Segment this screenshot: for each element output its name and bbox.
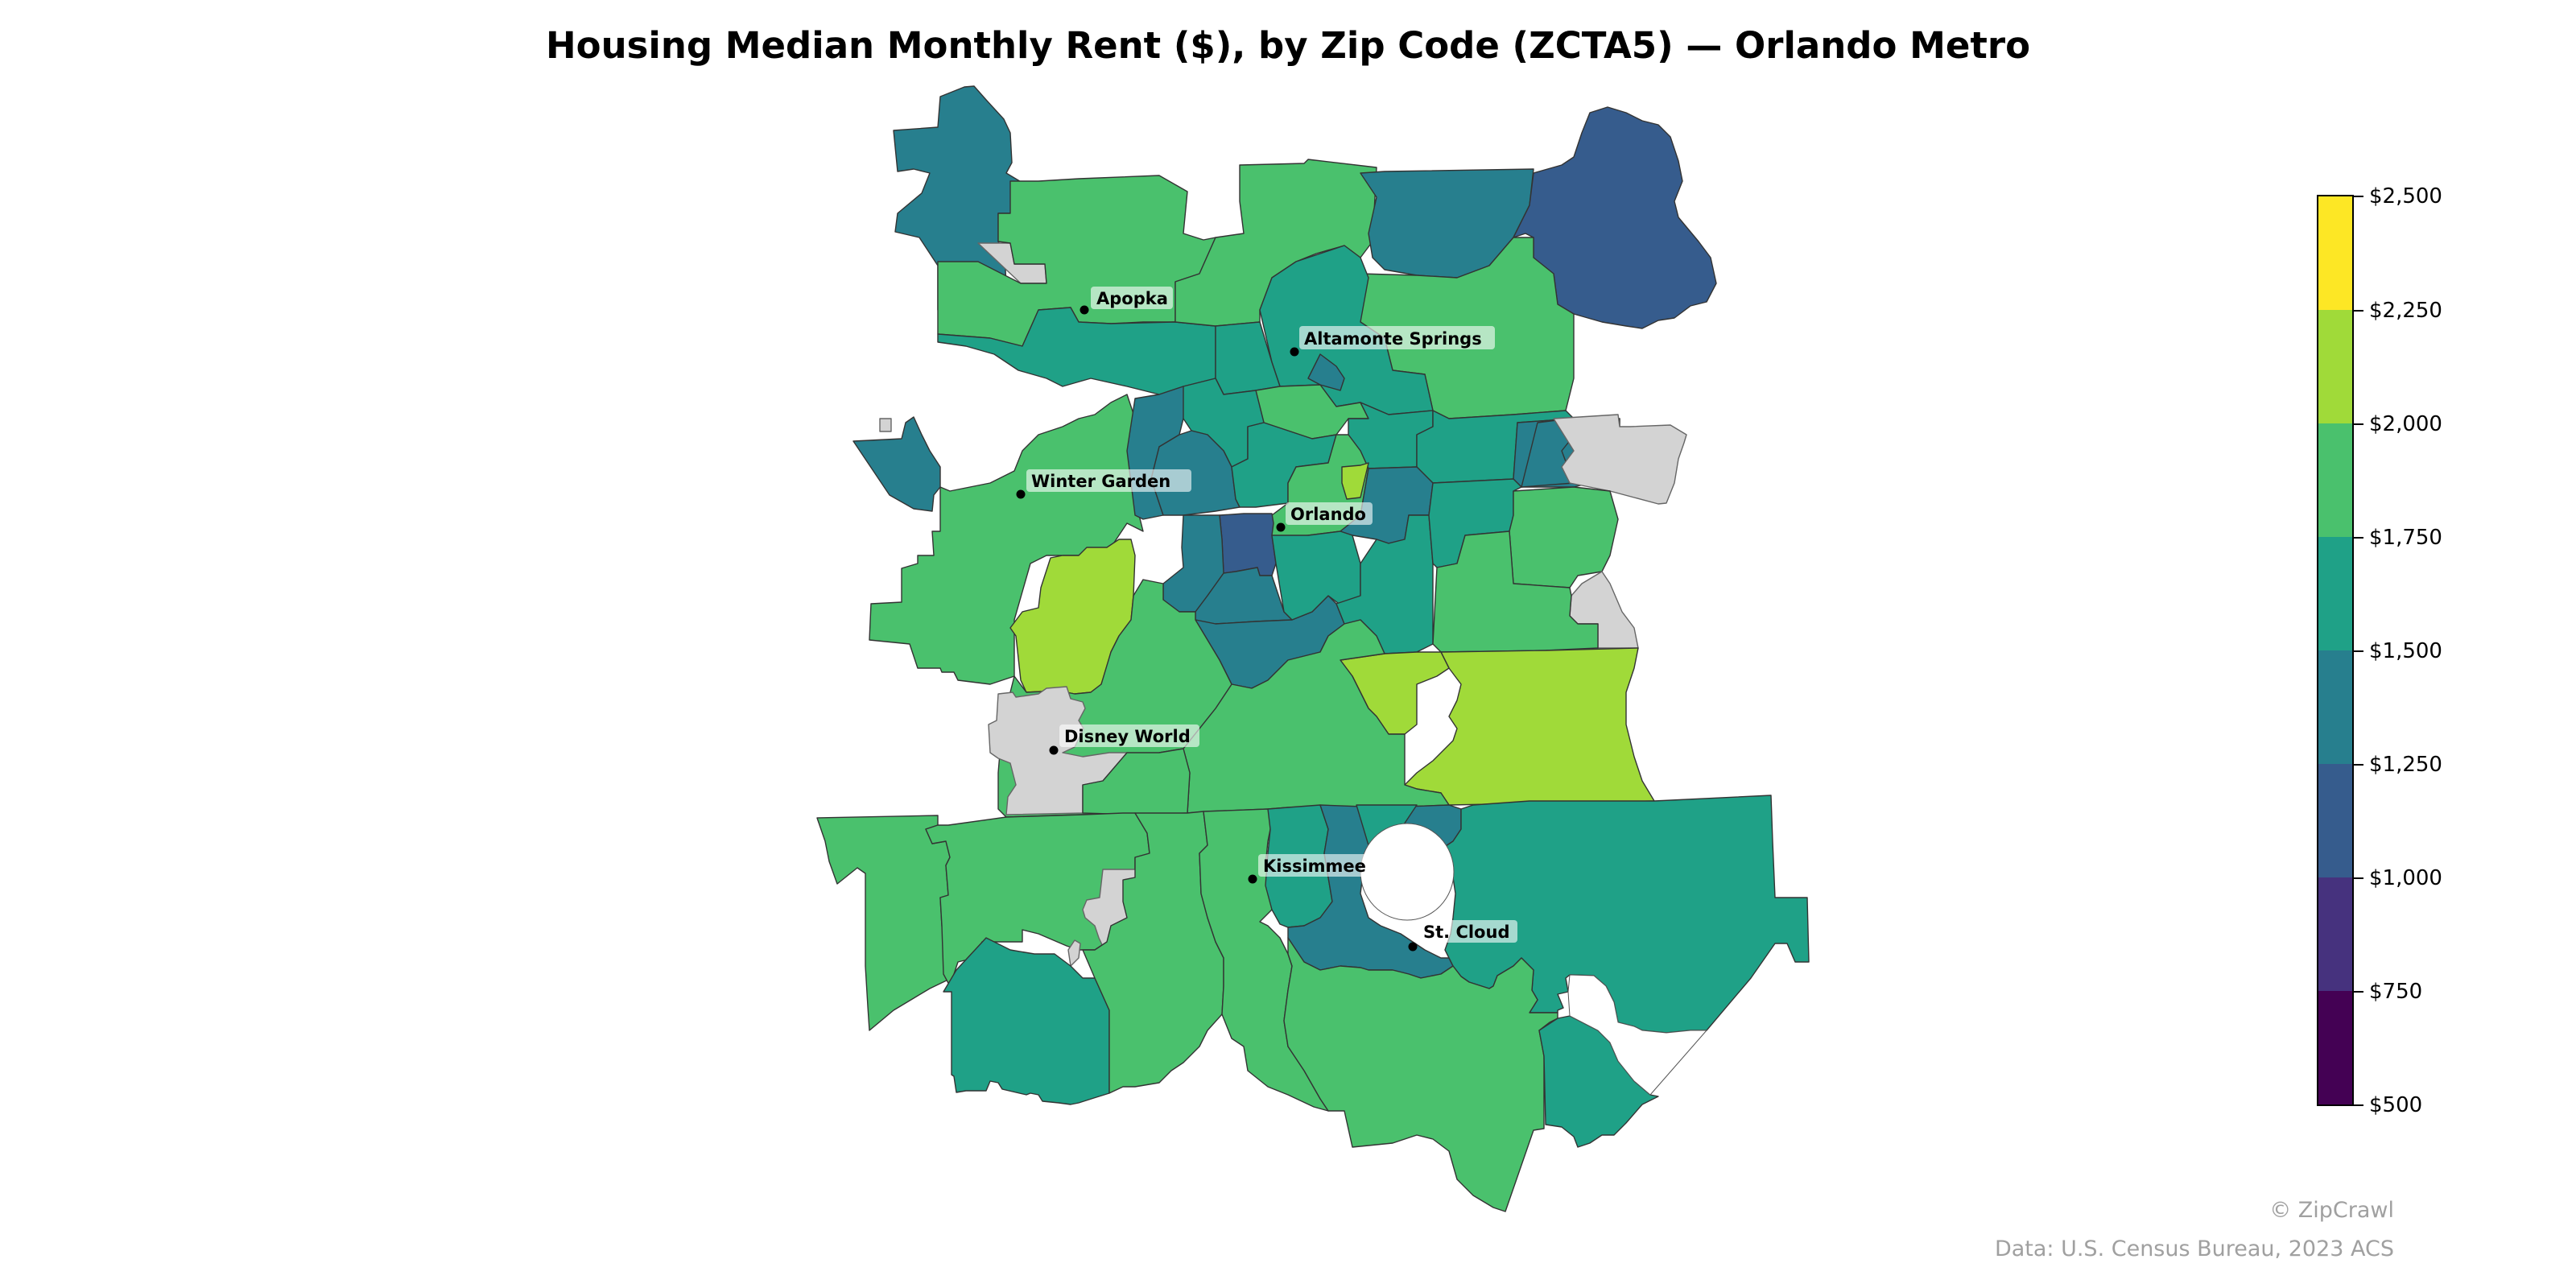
zip-region[interactable] [1307,353,1345,391]
zip-region[interactable] [1341,462,1369,500]
city-dot [1016,489,1026,499]
city-label: Winter Garden [1031,472,1170,491]
colorbar-bin-500-750 [2318,991,2352,1104]
city-marker-altamonte-springs: Altamonte Springs [1290,326,1495,357]
colorbar-label: $500 [2369,1093,2423,1117]
colorbar-tick [2354,196,2363,197]
colorbar-label: $1,500 [2369,639,2442,663]
colorbar-bin-750-1000 [2318,877,2352,991]
no-data-region[interactable] [1553,414,1687,505]
colorbar-bin-1750-2000 [2318,423,2352,537]
no-data-region[interactable] [1067,939,1081,967]
city-dot [1276,522,1286,532]
colorbar-bin-2000-2250 [2318,310,2352,423]
zip-region[interactable] [816,815,952,1031]
city-marker-disney-world: Disney World [1049,724,1199,755]
colorbar-tick [2354,423,2363,425]
city-marker-orlando: Orlando [1276,502,1373,532]
city-dot [1408,942,1418,952]
city-label-box [1299,326,1495,349]
colorbar-bin-1500-1750 [2318,537,2352,650]
city-label-box [1059,724,1199,747]
colorbar-bin-2250-2500 [2318,196,2352,310]
city-label-box [1418,920,1517,943]
city-label: St. Cloud [1423,923,1509,942]
zip-region[interactable] [1509,486,1619,588]
colorbar-tick [2354,537,2363,539]
city-dot [1080,305,1089,315]
colorbar-label: $1,000 [2369,866,2442,890]
city-label: Apopka [1096,289,1168,308]
city-marker-apopka: Apopka [1080,287,1173,315]
city-label: Kissimmee [1263,857,1366,876]
colorbar-label: $1,750 [2369,526,2442,550]
lake [1567,974,1708,1096]
colorbar-label: $2,000 [2369,412,2442,436]
city-label: Orlando [1290,505,1366,524]
city-marker-winter-garden: Winter Garden [1016,469,1191,499]
city-markers: Apopka Altamonte Springs Winter Garden O… [1016,287,1517,952]
city-marker-st-cloud: St. Cloud [1408,920,1517,952]
colorbar-label: $2,500 [2369,184,2442,208]
city-label-box [1258,854,1371,877]
zip-region[interactable] [852,416,941,512]
colorbar-label: $750 [2369,980,2423,1004]
zip-region[interactable] [869,394,1144,685]
lake [1360,823,1455,921]
data-source-credit: Data: U.S. Census Bureau, 2023 ACS [1994,1236,2394,1261]
city-label-box [1286,502,1373,525]
colorbar-tick [2354,991,2363,993]
colorbar-tick [2354,1104,2363,1106]
no-data-region[interactable] [879,418,892,432]
zip-region[interactable] [1219,513,1277,576]
zip-region[interactable] [943,937,1110,1105]
colorbar-tick [2354,764,2363,766]
colorbar-tick [2354,310,2363,312]
colorbar-bin-1250-1500 [2318,650,2352,764]
city-marker-kissimmee: Kissimmee [1248,854,1371,884]
colorbar-bin-1000-1250 [2318,764,2352,877]
copyright-credit: © ZipCrawl [2269,1198,2394,1223]
colorbar [2317,195,2354,1106]
zip-regions [816,85,1810,1212]
colorbar-label: $2,250 [2369,299,2442,323]
city-dot [1290,347,1299,357]
colorbar-tick [2354,650,2363,652]
city-label-box [1026,469,1191,492]
city-dot [1248,874,1257,884]
colorbar-tick [2354,877,2363,879]
colorbar-label: $1,250 [2369,753,2442,777]
city-label: Altamonte Springs [1304,329,1482,349]
city-label-box [1091,287,1173,309]
city-dot [1049,745,1059,755]
city-label: Disney World [1064,727,1191,746]
map-title: Housing Median Monthly Rent ($), by Zip … [546,24,2030,67]
zip-region[interactable] [1283,937,1558,1212]
